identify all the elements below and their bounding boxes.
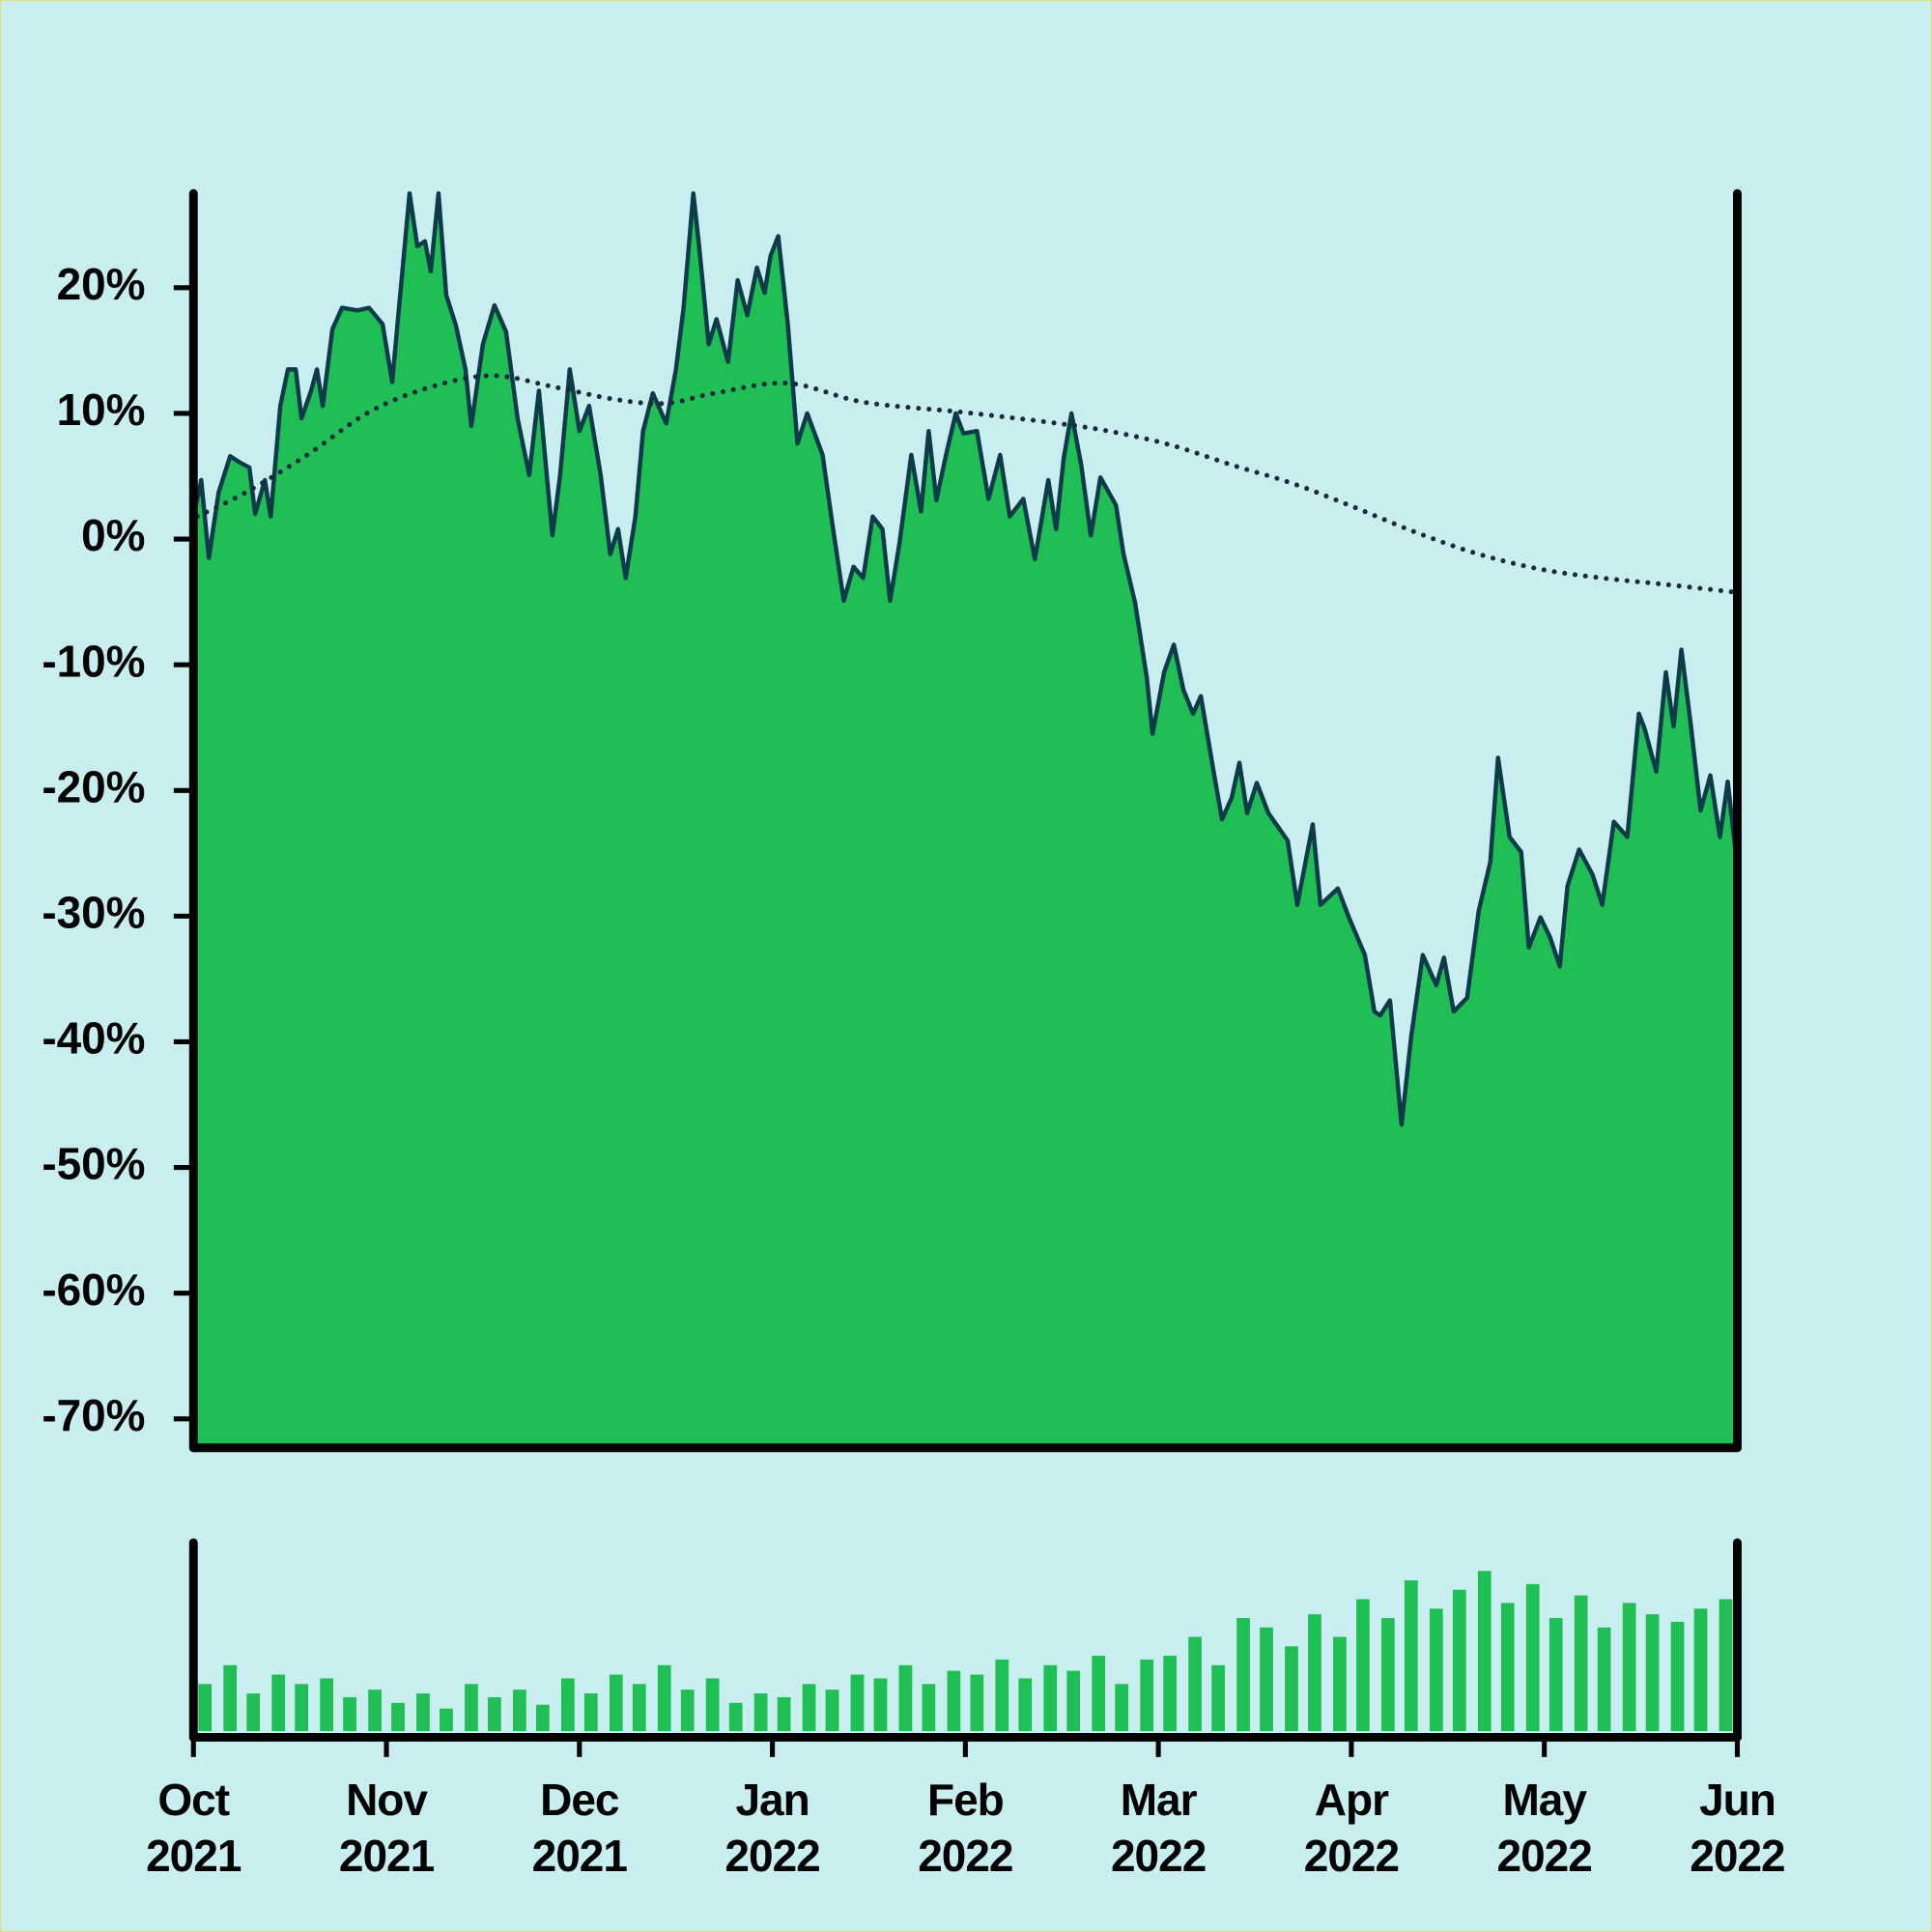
volume-bar: [465, 1684, 478, 1732]
volume-bar: [728, 1702, 743, 1732]
volume-bar: [1043, 1664, 1058, 1732]
volume-bar: [1404, 1579, 1418, 1732]
x-tick-label: Feb 2022: [918, 1775, 1013, 1882]
volume-bar: [416, 1693, 430, 1732]
volume-bar: [1308, 1614, 1321, 1732]
volume-bar: [271, 1674, 286, 1732]
volume-bar: [583, 1693, 598, 1732]
volume-bar: [1333, 1636, 1347, 1732]
volume-bar: [1356, 1599, 1370, 1732]
y-tick-label: -60%: [42, 1264, 145, 1315]
volume-bar: [850, 1674, 865, 1732]
volume-bar: [1548, 1617, 1563, 1732]
volume-bar: [1163, 1656, 1177, 1732]
volume-bar: [1211, 1664, 1225, 1732]
volume-bar: [1477, 1571, 1492, 1732]
volume-bar: [1452, 1589, 1466, 1732]
volume-bar: [632, 1684, 646, 1732]
x-tick-label: Mar 2022: [1110, 1775, 1207, 1882]
volume-bar: [513, 1690, 526, 1732]
y-tick-label: -70%: [42, 1390, 145, 1440]
volume-bar: [1285, 1646, 1298, 1732]
area: [193, 193, 1738, 1448]
volume-bar: [320, 1678, 333, 1732]
y-tick-label: -10%: [42, 636, 145, 686]
volume-bar: [898, 1664, 913, 1732]
x-tick-label: Oct 2021: [146, 1775, 242, 1882]
volume-bar: [1500, 1603, 1515, 1732]
y-tick-label: 10%: [57, 384, 146, 435]
volume-bar: [1719, 1599, 1733, 1732]
y-tick-label: -40%: [42, 1013, 145, 1064]
volume-bar: [753, 1693, 768, 1732]
volume-bar: [1140, 1659, 1154, 1732]
y-tick-label: -30%: [42, 887, 145, 937]
volume-bar: [223, 1664, 238, 1732]
y-tick-label: -50%: [42, 1139, 145, 1189]
volume-bar: [1018, 1678, 1033, 1732]
volume-bar: [777, 1696, 791, 1732]
x-tick-label: May 2022: [1496, 1775, 1593, 1882]
volume-bar: [1574, 1595, 1588, 1732]
volume-bar: [680, 1690, 695, 1732]
x-tick-label: Jun 2022: [1690, 1775, 1785, 1882]
volume-bar: [1115, 1684, 1129, 1732]
y-tick-label: 20%: [57, 259, 146, 309]
volume-bar: [802, 1684, 816, 1732]
y-tick-label: -20%: [42, 761, 145, 811]
x-tick-label: Jan 2022: [724, 1775, 820, 1882]
volume-bar: [246, 1693, 261, 1732]
volume-bar: [970, 1674, 984, 1732]
volume-bar: [1622, 1603, 1636, 1732]
volume-bar: [995, 1659, 1009, 1732]
volume-bar: [488, 1696, 501, 1732]
volume-bar: [1381, 1617, 1395, 1732]
volume-bar: [535, 1704, 550, 1732]
volume-bar: [922, 1684, 936, 1732]
volume-bar: [560, 1678, 575, 1732]
volume-bar: [1188, 1636, 1202, 1732]
volume-bar: [1597, 1627, 1611, 1732]
volume-bar: [440, 1708, 453, 1732]
x-tick-label: Dec 2021: [531, 1775, 628, 1882]
area-line: [191, 191, 1740, 1127]
x-tick-label: Apr 2022: [1303, 1775, 1400, 1882]
volume-bar: [657, 1664, 671, 1732]
volume-bar: [1066, 1670, 1081, 1732]
volume-bar: [1525, 1583, 1540, 1732]
volume-bar: [1645, 1614, 1660, 1732]
volume-bar: [343, 1696, 356, 1732]
volume-bar: [873, 1678, 888, 1732]
volume-bar: [391, 1702, 405, 1732]
volume-bar: [1670, 1621, 1685, 1732]
moving-average-line: [194, 373, 1735, 595]
volume-bar: [1236, 1617, 1250, 1732]
volume-bar: [825, 1690, 839, 1732]
volume-bar: [705, 1678, 720, 1732]
volume-bar: [198, 1684, 213, 1732]
volume-bar: [295, 1684, 308, 1732]
volume-bar: [1092, 1656, 1106, 1732]
volume-bar: [1693, 1608, 1708, 1732]
volume-bar: [947, 1670, 961, 1732]
volume-bar: [368, 1690, 382, 1732]
volume-bar: [1429, 1608, 1443, 1732]
volume-bar: [609, 1674, 623, 1732]
volume-bar: [1260, 1627, 1273, 1732]
x-tick-label: Nov 2021: [338, 1775, 435, 1882]
y-tick-label: 0%: [81, 510, 145, 560]
